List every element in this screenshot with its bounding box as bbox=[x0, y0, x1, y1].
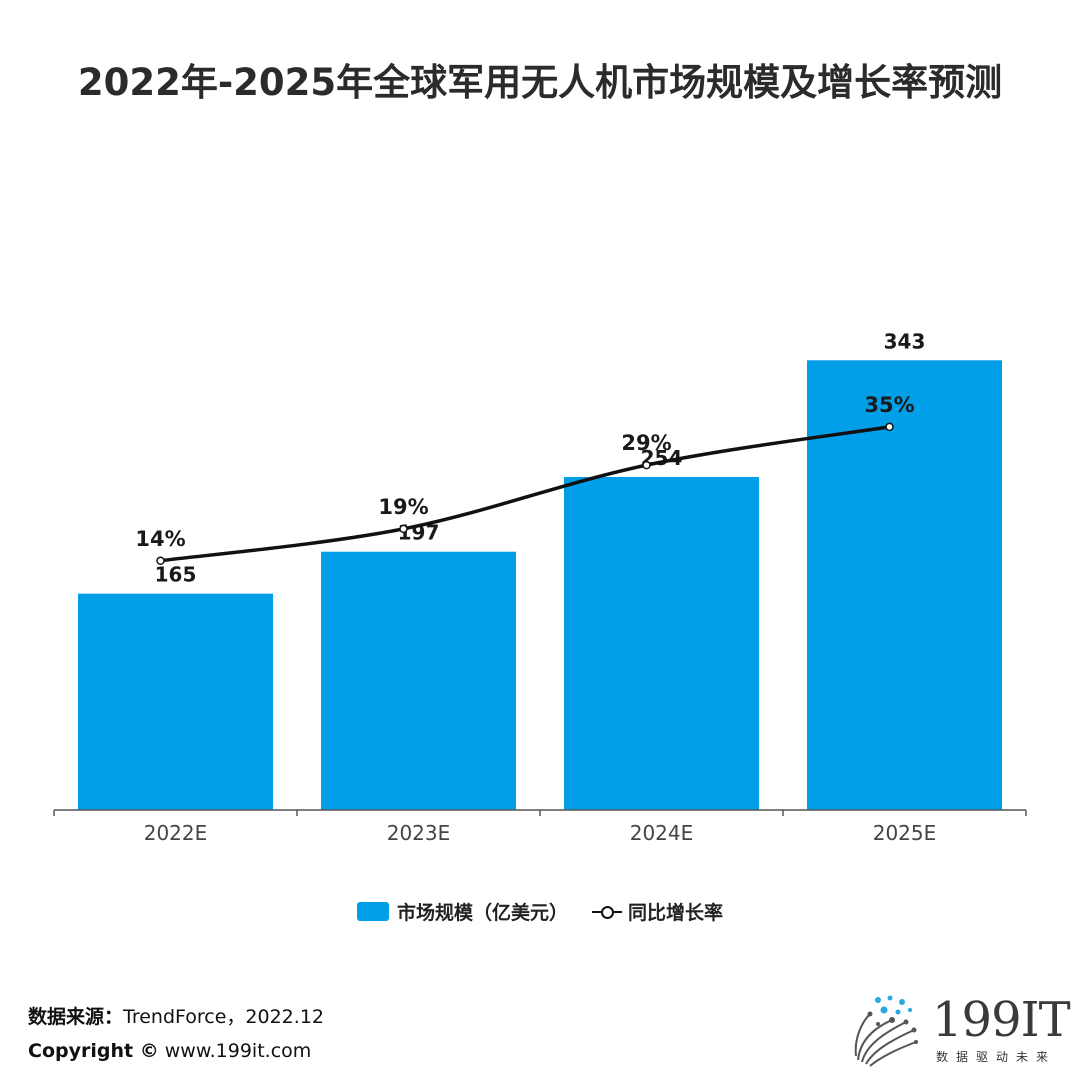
line-layer: 14% 19% 29% 35% bbox=[135, 393, 915, 565]
legend-bar-swatch bbox=[356, 902, 389, 921]
bar-2023E bbox=[321, 551, 516, 810]
legend-line-marker-icon bbox=[592, 905, 622, 919]
copyright-label: Copyright © bbox=[28, 1040, 159, 1062]
bar-label-2022E: 165 bbox=[155, 563, 197, 587]
legend-item-line: 同比增长率 bbox=[592, 898, 723, 925]
logo-wordmark: 199IT bbox=[932, 992, 1071, 1048]
source-label: 数据来源： bbox=[28, 1006, 124, 1028]
growth-point-2024E bbox=[642, 460, 651, 470]
growth-label-2025E: 35% bbox=[864, 393, 914, 417]
bar-2025E bbox=[807, 360, 1002, 810]
legend-line-label: 同比增长率 bbox=[628, 902, 724, 924]
source-line: 数据来源：TrendForce，2022.12 bbox=[28, 1000, 324, 1034]
x-tick-label-2025E: 2025E bbox=[873, 821, 937, 845]
copyright-line: Copyright © www.199it.com bbox=[28, 1034, 324, 1068]
bar-2024E bbox=[564, 476, 759, 810]
bar-2022E bbox=[78, 593, 273, 810]
growth-point-2025E bbox=[885, 422, 894, 432]
x-tick-label-2022E: 2022E bbox=[144, 821, 208, 845]
logo-tagline: 数据驱动未来 bbox=[936, 1050, 1057, 1064]
copyright-link[interactable]: www.199it.com bbox=[164, 1040, 312, 1062]
growth-label-2022E: 14% bbox=[135, 527, 185, 551]
legend-item-bar: 市场规模（亿美元） bbox=[356, 898, 568, 925]
axis-layer: 2022E 2023E 2024E 2025E bbox=[53, 809, 1027, 845]
growth-label-2024E: 29% bbox=[621, 431, 671, 455]
growth-line bbox=[160, 425, 890, 563]
x-tick-label-2024E: 2024E bbox=[630, 821, 694, 845]
source-value: TrendForce，2022.12 bbox=[123, 1006, 324, 1028]
logo-dots-icon bbox=[854, 995, 918, 1067]
growth-point-2023E bbox=[399, 524, 408, 534]
footer: 数据来源：TrendForce，2022.12 Copyright © www.… bbox=[28, 1000, 324, 1068]
brand-logo: 199IT 数据驱动未来 bbox=[848, 990, 1071, 1070]
growth-label-2023E: 19% bbox=[378, 495, 428, 519]
legend: 市场规模（亿美元） 同比增长率 bbox=[0, 898, 1080, 925]
x-tick-label-2023E: 2023E bbox=[387, 821, 451, 845]
bar-label-2025E: 343 bbox=[884, 329, 926, 353]
chart-title: 2022年-2025年全球军用无人机市场规模及增长率预测 bbox=[77, 61, 1003, 104]
legend-bar-label: 市场规模（亿美元） bbox=[396, 902, 568, 924]
growth-point-2022E bbox=[156, 556, 165, 565]
